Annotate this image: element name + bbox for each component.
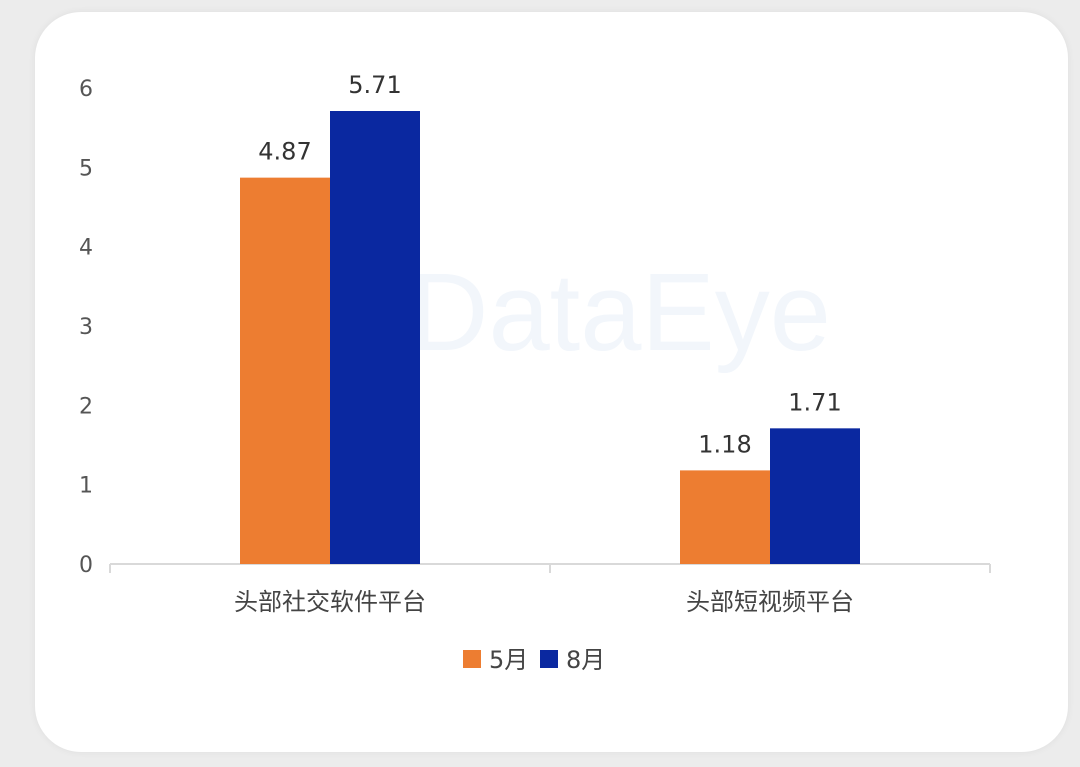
bar-august [330, 111, 420, 565]
data-label: 4.87 [258, 138, 311, 166]
legend-swatch [463, 650, 481, 668]
bar-may [240, 177, 330, 564]
y-tick-label: 3 [79, 315, 93, 340]
y-tick-label: 6 [79, 77, 93, 102]
data-label: 1.18 [698, 430, 751, 458]
y-tick-label: 0 [79, 553, 93, 578]
x-category-label: 头部短视频平台 [686, 588, 854, 616]
bar-may [680, 470, 770, 564]
y-tick-label: 5 [79, 156, 93, 181]
legend-swatch [540, 650, 558, 668]
legend-label: 8月 [566, 646, 605, 674]
bar-august [770, 428, 860, 564]
y-tick-label: 1 [79, 474, 93, 499]
y-tick-label: 4 [79, 236, 93, 261]
chart-card [35, 12, 1068, 752]
x-category-label: 头部社交软件平台 [234, 588, 426, 616]
data-label: 5.71 [348, 71, 401, 99]
legend-label: 5月 [489, 646, 528, 674]
data-label: 1.71 [788, 388, 841, 416]
y-tick-label: 2 [79, 394, 93, 419]
watermark-logo: DataEye [409, 251, 831, 374]
